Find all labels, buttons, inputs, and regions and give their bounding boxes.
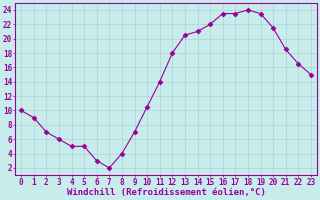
X-axis label: Windchill (Refroidissement éolien,°C): Windchill (Refroidissement éolien,°C) [67,188,266,197]
